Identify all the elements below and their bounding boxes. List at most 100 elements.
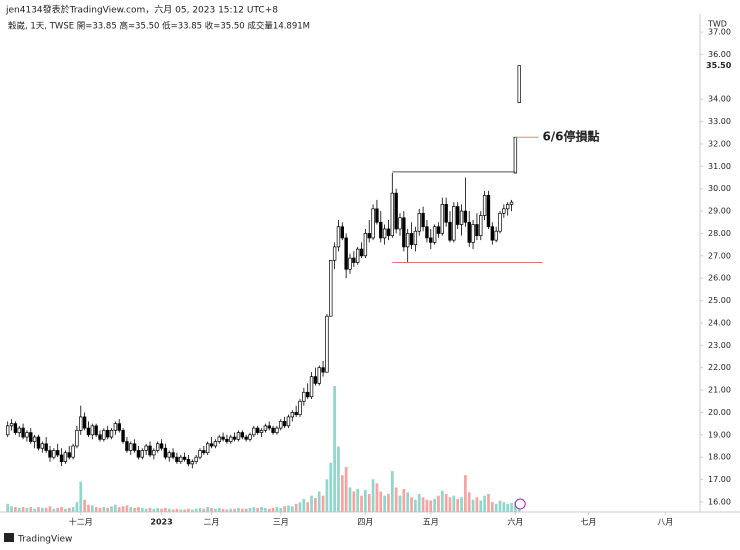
volume-bar: [148, 507, 152, 512]
y-tick-label: 23.00: [708, 341, 731, 350]
x-tick-label: 十二月: [69, 517, 93, 527]
volume-bar: [467, 492, 471, 512]
candle-body: [244, 436, 248, 440]
candle-body: [425, 226, 429, 239]
candle-body: [194, 456, 198, 463]
candle-body: [467, 221, 471, 243]
volume-bar: [452, 495, 456, 512]
candle-body: [171, 452, 175, 458]
volume-bar: [233, 508, 236, 512]
candle-body: [255, 427, 260, 433]
volume-bar: [514, 502, 517, 512]
volume-bar: [160, 508, 163, 512]
volume-bar: [483, 495, 486, 512]
candle-body: [309, 376, 314, 398]
volume-bar: [364, 489, 367, 512]
candle-body: [332, 246, 337, 261]
candle-body: [267, 425, 271, 429]
candle-body: [286, 416, 291, 427]
y-tick-label: 34.00: [708, 95, 731, 104]
volume-bar: [237, 507, 240, 512]
volume-bar: [425, 499, 429, 512]
brand: TradingView: [17, 535, 72, 545]
volume-bar: [302, 498, 306, 512]
candle-body: [375, 208, 379, 223]
volume-bar: [502, 502, 506, 512]
volume-bar: [48, 506, 52, 512]
candle-body: [117, 423, 121, 431]
candle-body: [371, 208, 375, 239]
candle-body: [344, 237, 348, 270]
candle-body: [367, 233, 371, 239]
volume-bar: [140, 507, 144, 512]
volume-bar: [133, 507, 136, 512]
candle-body: [52, 450, 56, 458]
candle-body: [298, 400, 302, 416]
y-tick-label: 16.00: [708, 497, 731, 506]
candle-body: [263, 425, 268, 431]
volume-bar: [210, 507, 213, 512]
x-tick-label: 七月: [580, 518, 596, 527]
brand-logo: [4, 533, 14, 542]
candle-body: [217, 436, 221, 442]
volume-bar: [67, 507, 71, 512]
candle-body: [402, 217, 406, 248]
volume-bar: [33, 508, 36, 512]
candle-body: [229, 436, 233, 442]
candle-body: [409, 233, 414, 245]
candle-body: [455, 206, 460, 225]
candle-body: [459, 210, 464, 225]
volume-bar: [410, 497, 413, 512]
volume-bar: [290, 506, 294, 512]
volume-bar: [129, 507, 133, 512]
volume-bar: [283, 506, 286, 512]
candle-body: [9, 423, 14, 427]
volume-bar: [398, 495, 402, 512]
candle-body: [444, 204, 448, 223]
volume-bar: [437, 495, 440, 512]
candle-body: [379, 221, 383, 239]
volume-bar: [206, 507, 210, 512]
candle-body: [386, 228, 391, 237]
volume-bar: [240, 508, 244, 512]
volume-bar: [37, 507, 40, 512]
volume-bar: [221, 508, 225, 512]
candle-body: [129, 443, 133, 451]
candle-body: [432, 226, 437, 243]
volume-bar: [287, 505, 290, 512]
candle-body: [352, 257, 356, 263]
y-tick-label: 22.00: [708, 363, 731, 372]
volume-bar: [6, 503, 10, 512]
candle-body: [98, 434, 102, 440]
candle-body: [21, 427, 25, 438]
y-tick-label: 29.00: [708, 207, 731, 216]
volume-bar: [490, 502, 494, 512]
volume-bar: [487, 494, 490, 512]
volume-bar: [187, 508, 190, 512]
candle-body: [513, 136, 518, 174]
candle-body: [186, 459, 191, 465]
volume-bar: [275, 507, 279, 512]
candle-body: [17, 427, 21, 433]
candle-body: [94, 425, 98, 436]
header: jen4134發表於TradingView.com，六月 05, 2023 15…: [5, 4, 278, 16]
volume-bar: [252, 507, 256, 512]
volume-bar: [479, 500, 483, 512]
candle-body: [213, 441, 218, 447]
volume-bar: [175, 508, 179, 512]
candle-body: [159, 443, 164, 449]
volume-bar: [14, 507, 17, 512]
volume-bar: [21, 507, 25, 512]
volume-bar: [229, 508, 233, 512]
volume-bar: [248, 507, 252, 512]
candle-body: [336, 226, 341, 248]
volume-bar: [137, 507, 140, 512]
volume-bar: [344, 467, 348, 512]
y-tick-label: 20.00: [708, 408, 731, 417]
candle-body: [167, 452, 171, 458]
candle-body: [32, 436, 37, 442]
volume-bar: [264, 507, 267, 512]
volume-bar: [456, 498, 460, 512]
candle-body: [144, 445, 148, 451]
